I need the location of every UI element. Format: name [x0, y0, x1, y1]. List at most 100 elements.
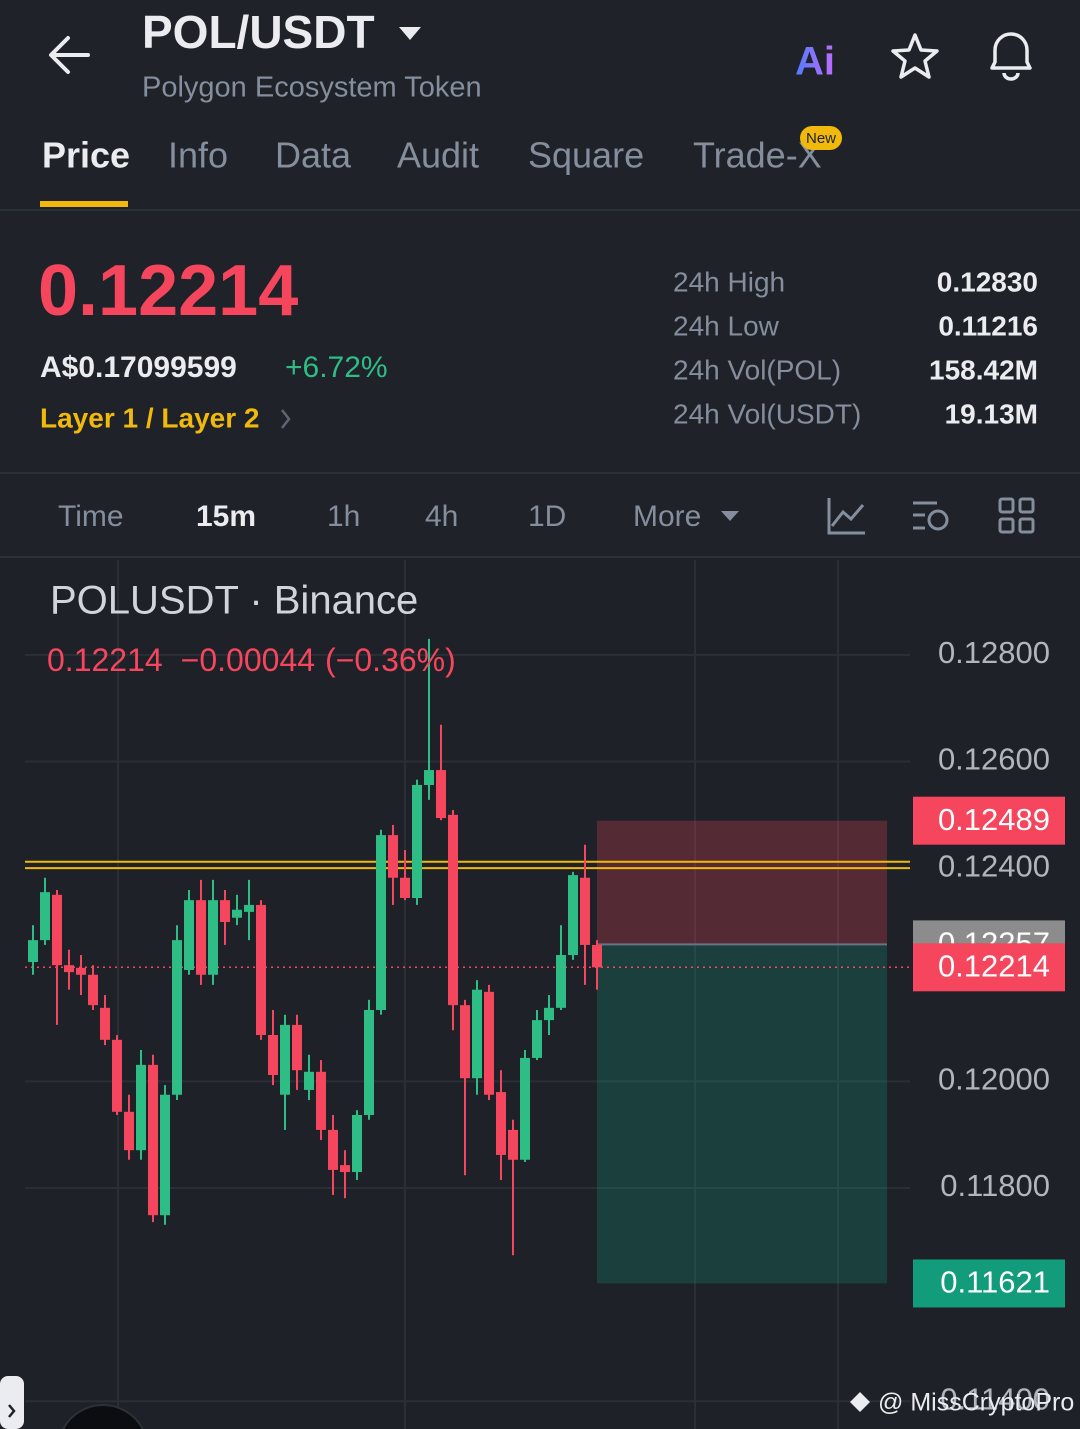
pair[interactable]: POL/USDT [142, 6, 375, 58]
price-change: +6.72% [285, 351, 388, 384]
side-tab[interactable] [0, 1376, 24, 1429]
legend-close: 0.12214 [47, 642, 163, 678]
y-tick-label: 0.11800 [940, 1168, 1050, 1203]
candle-body [52, 894, 62, 966]
sector-link[interactable]: Layer 1 / Layer 2 [40, 402, 259, 433]
candle-body [220, 900, 230, 922]
interval[interactable]: 1h [327, 500, 360, 533]
new-badge-text: New [806, 130, 836, 147]
tab[interactable]: Trade-X [693, 135, 822, 176]
candle-body [484, 991, 494, 1095]
interval[interactable]: 1D [528, 500, 566, 533]
candle-body [412, 784, 422, 899]
candle-body [184, 900, 194, 970]
candle-body [400, 877, 410, 899]
interval[interactable]: More [633, 500, 701, 533]
stat-label: 24h High [673, 266, 785, 297]
stat-label: 24h Vol(USDT) [673, 398, 861, 429]
price-tag [913, 1259, 1065, 1308]
candle-body [196, 900, 206, 975]
tab[interactable]: Price [42, 135, 130, 176]
settings-button[interactable] [913, 501, 937, 530]
stat-label: 24h Low [673, 310, 780, 341]
candle-body [448, 814, 458, 1006]
candle-body [436, 770, 446, 819]
pair-caret[interactable] [399, 27, 421, 40]
watermark-logo [850, 1392, 870, 1412]
candle-body [376, 835, 386, 1010]
price-tag-label: 0.12489 [938, 802, 1050, 837]
header-bg [0, 0, 1080, 557]
interval[interactable]: Time [58, 500, 124, 533]
chart-title: POLUSDT · Binance [50, 579, 418, 623]
tab[interactable]: Data [275, 135, 352, 176]
legend-change: −0.00044 [181, 642, 315, 678]
stat-value: 0.12830 [937, 266, 1038, 297]
candle-body [28, 940, 38, 962]
candle-body [520, 1057, 530, 1160]
candle-body [208, 900, 218, 975]
stop-zone [597, 820, 887, 945]
y-tick-label: 0.11400 [940, 1381, 1050, 1416]
candle-body [364, 1009, 374, 1115]
side-tab-chevron [8, 1404, 16, 1418]
tab[interactable]: Audit [397, 135, 479, 176]
candle-body [340, 1165, 350, 1173]
candle-body [352, 1114, 362, 1173]
stat-value: 0.11216 [938, 310, 1038, 341]
candle-body [88, 974, 98, 1006]
target-zone [597, 944, 887, 1284]
candle-body [424, 770, 434, 785]
price-tag-label: 0.11621 [940, 1265, 1050, 1300]
candle-body [280, 1024, 290, 1095]
watermark: @ MissCryptoPro [878, 1389, 1074, 1417]
y-tick-label: 0.12400 [938, 848, 1050, 883]
new-badge [800, 126, 842, 150]
candle-body [292, 1024, 302, 1071]
candle-body [532, 1020, 542, 1058]
candle-body [256, 904, 266, 1036]
price-tag [913, 796, 1065, 845]
candle-body [40, 892, 50, 941]
candle-body [544, 1007, 554, 1021]
stat-value: 158.42M [929, 354, 1038, 385]
alert-button[interactable] [990, 32, 1032, 81]
candle-body [136, 1064, 146, 1151]
tab[interactable]: Info [168, 135, 228, 176]
chart-legend: 0.12214 −0.00044 (−0.36%) [47, 642, 456, 678]
more-caret[interactable] [721, 511, 739, 521]
interval[interactable]: 4h [425, 500, 458, 533]
indicator-button[interactable] [827, 498, 865, 535]
stat-label: 24h Vol(POL) [673, 354, 841, 385]
candle-body [316, 1071, 326, 1130]
y-tick-label: 0.12600 [938, 742, 1050, 777]
interval[interactable]: 15m [196, 500, 256, 533]
price-tag-label: 0.12214 [938, 948, 1050, 983]
candle-body [496, 1092, 506, 1155]
candle-body [508, 1129, 518, 1160]
stats: 24h High 0.12830 24h Low 0.11216 24h Vol(POL… [673, 266, 1038, 429]
candle-body [112, 1039, 122, 1112]
candle-body [148, 1064, 158, 1216]
candle-body [124, 1111, 134, 1151]
candle-body [244, 904, 254, 912]
fiat-price: A$0.17099599 [40, 351, 237, 384]
floating-button[interactable] [58, 1404, 148, 1429]
candle-body [172, 940, 182, 1095]
y-tick-label: 0.12000 [938, 1062, 1050, 1097]
candle-body [568, 875, 578, 956]
layout-button[interactable] [998, 497, 1035, 534]
candle-body [100, 1007, 110, 1040]
candle-body [592, 944, 602, 968]
token-name: Polygon Ecosystem Token [142, 72, 482, 104]
last-price: 0.12214 [38, 251, 298, 331]
stat-value: 19.13M [945, 398, 1038, 429]
y-tick-label: 0.12800 [938, 635, 1050, 670]
legend-change-pct: (−0.36%) [325, 642, 456, 678]
favorite-button[interactable] [891, 33, 939, 79]
back-button[interactable] [49, 36, 90, 74]
candle-body [268, 1035, 278, 1076]
tab[interactable]: Square [528, 135, 644, 176]
ai-button[interactable]: Ai [795, 40, 835, 84]
intervals: Time 15m 1h 4h 1D More [58, 500, 701, 533]
